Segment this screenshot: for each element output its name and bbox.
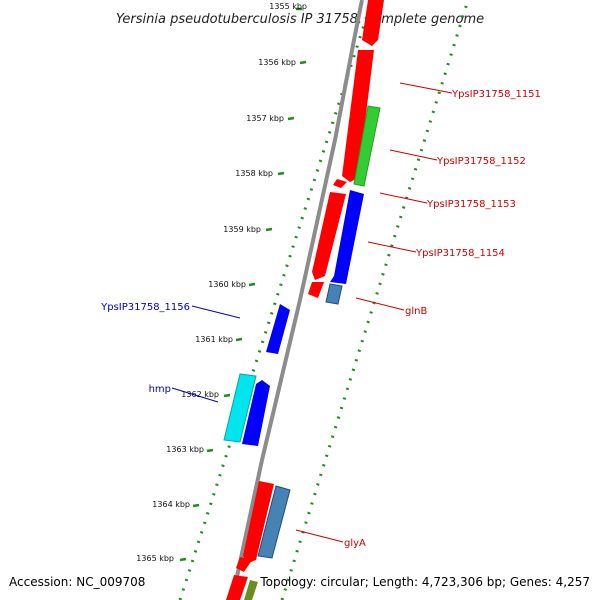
feature-ypsip31758-1152 — [353, 105, 381, 187]
tick-label-1359: 1359 kbp — [223, 225, 261, 234]
feature-rna-1364 — [257, 485, 291, 559]
tick-label-1365: 1365 kbp — [136, 554, 174, 563]
tick-label-1363: 1363 kbp — [166, 445, 204, 454]
topology-summary: Topology: circular; Length: 4,723,306 bp… — [259, 575, 590, 589]
accession-text: Accession: NC_009708 — [9, 575, 145, 589]
gene-label-ypsip31758-1151: YpsIP31758_1151 — [451, 89, 541, 100]
tick-label-1357: 1357 kbp — [246, 114, 284, 123]
gene-label-ypsip31758-1156: YpsIP31758_1156 — [100, 302, 190, 313]
callout-lines — [171, 82, 453, 543]
cds-glya-adjacent — [243, 481, 274, 564]
tick-label-1360: 1360 kbp — [208, 280, 246, 289]
gene-label-ypsip31758-1152: YpsIP31758_1152 — [436, 156, 526, 167]
feature-olive-1365 — [244, 580, 258, 600]
cds-reverse-1362 — [242, 380, 270, 446]
map-title: Yersinia pseudotuberculosis IP 31758, co… — [116, 12, 484, 27]
gene-label-hmp: hmp — [149, 384, 171, 395]
inner-tick-ring — [280, 0, 470, 600]
gene-label-glnb: glnB — [405, 306, 427, 317]
tick-label-1355: 1355 kbp — [269, 2, 307, 11]
genome-backbone — [230, 0, 364, 600]
gene-label-ypsip31758-1153: YpsIP31758_1153 — [426, 199, 516, 210]
feature-hmp — [223, 373, 257, 443]
tick-label-1356: 1356 kbp — [258, 58, 296, 67]
tick-label-1362: 1362 kbp — [181, 390, 219, 399]
gene-label-glya: glyA — [344, 538, 366, 549]
tick-label-1364: 1364 kbp — [152, 500, 190, 509]
tick-label-1361: 1361 kbp — [195, 335, 233, 344]
cds-ypsip31758-1156 — [266, 304, 290, 354]
feature-glnb — [325, 283, 343, 305]
gene-label-ypsip31758-1154: YpsIP31758_1154 — [415, 248, 505, 259]
major-ticks — [179, 7, 307, 562]
cds-ypsip31758-1153 — [312, 192, 346, 280]
cds-ypsip31758-1151 — [342, 50, 374, 182]
forward-strand-features — [226, 0, 384, 600]
tick-label-1358: 1358 kbp — [235, 169, 273, 178]
cds-ypsip31758-1154 — [330, 190, 364, 284]
